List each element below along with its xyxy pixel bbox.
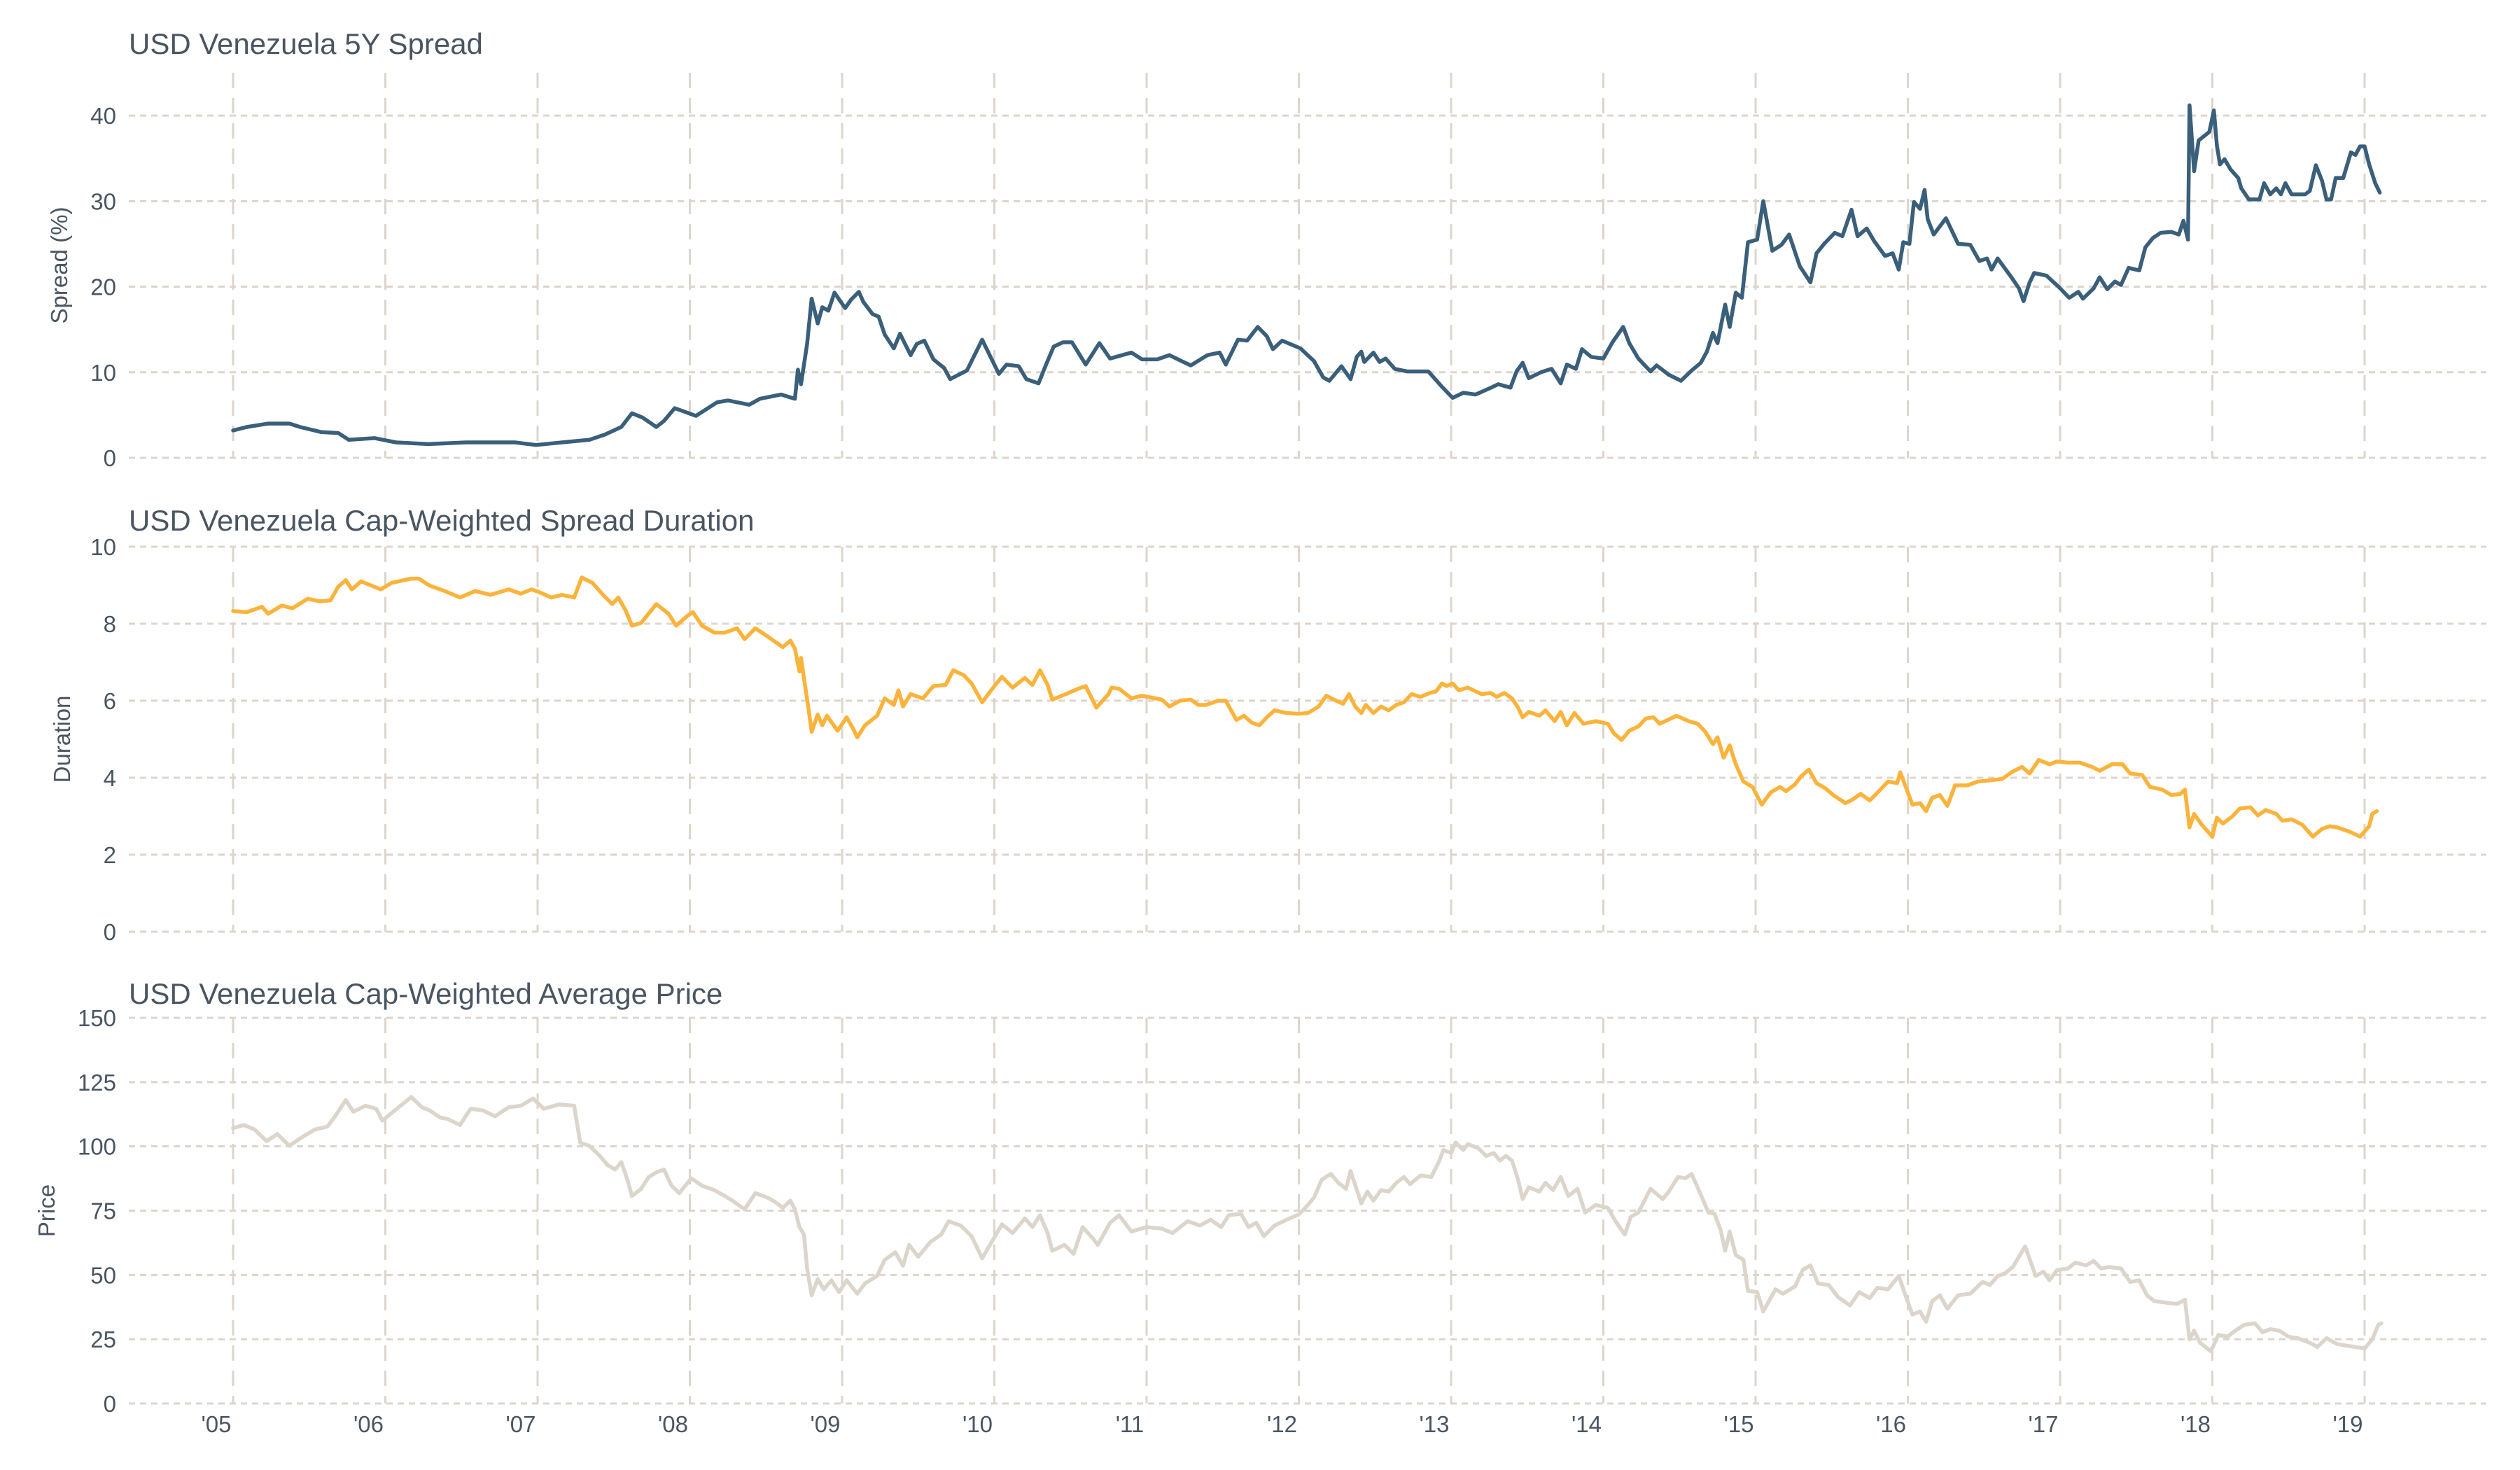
x-tick-label: '06 [354, 1411, 384, 1437]
y-tick-label: 50 [90, 1262, 116, 1288]
x-tick-label: '09 [810, 1411, 840, 1437]
x-tick-label: '17 [2028, 1411, 2058, 1437]
y-tick-label: 2 [104, 842, 116, 868]
y-tick-label: 20 [90, 274, 116, 300]
y-tick-label: 30 [90, 188, 116, 214]
y-axis-label: Duration [49, 696, 75, 783]
panel-2: 0 2 4 6 8 10 USD Venezuela Cap-Weighted Spread… [49, 504, 2486, 945]
y-tick-label: 8 [104, 611, 116, 637]
series-line [231, 103, 2382, 447]
panel-title: USD Venezuela Cap-Weighted Spread Durati… [129, 504, 754, 537]
x-tick-label: '18 [2180, 1411, 2211, 1437]
y-tick-label: 75 [90, 1198, 116, 1224]
x-tick-label: '15 [1723, 1411, 1754, 1437]
y-tick-label: 4 [104, 765, 116, 791]
x-tick-label: '11 [1116, 1411, 1144, 1437]
y-tick-label: 0 [104, 1391, 116, 1417]
y-tick-label: 150 [78, 1005, 116, 1031]
y-tick-label: 6 [104, 688, 116, 714]
y-axis-label: Price [34, 1184, 59, 1237]
panel-1: 0 10 20 30 40 USD Venezuela 5Y Spread Spread (… [46, 27, 2486, 471]
y-tick-label: 40 [90, 103, 116, 129]
x-tick-label: '05 [201, 1411, 231, 1437]
series-line [231, 1095, 2384, 1354]
x-tick-label: '10 [962, 1411, 993, 1437]
y-tick-label: 25 [90, 1326, 116, 1352]
y-tick-label: 0 [104, 919, 116, 945]
x-tick-label: '08 [658, 1411, 688, 1437]
y-tick-label: 100 [78, 1134, 116, 1160]
x-tick-label: '07 [505, 1411, 536, 1437]
y-tick-label: 125 [78, 1070, 116, 1096]
x-tick-label: '12 [1267, 1411, 1297, 1437]
y-tick-label: 0 [104, 445, 116, 471]
x-tick-label: '14 [1572, 1411, 1602, 1437]
panel-title: USD Venezuela 5Y Spread [129, 27, 483, 60]
x-tick-label: '16 [1876, 1411, 1906, 1437]
x-tick-label: '13 [1419, 1411, 1449, 1437]
y-tick-label: 10 [90, 360, 116, 386]
y-axis-label: Spread (%) [46, 207, 72, 324]
series-line [231, 575, 2379, 839]
x-tick-label: '19 [2332, 1411, 2362, 1437]
panel-title: USD Venezuela Cap-Weighted Average Price [129, 977, 722, 1010]
y-tick-label: 10 [90, 534, 116, 560]
panel-3: 0 25 50 75 100 125 150 USD Venezuela Cap-Weight… [34, 977, 2486, 1437]
